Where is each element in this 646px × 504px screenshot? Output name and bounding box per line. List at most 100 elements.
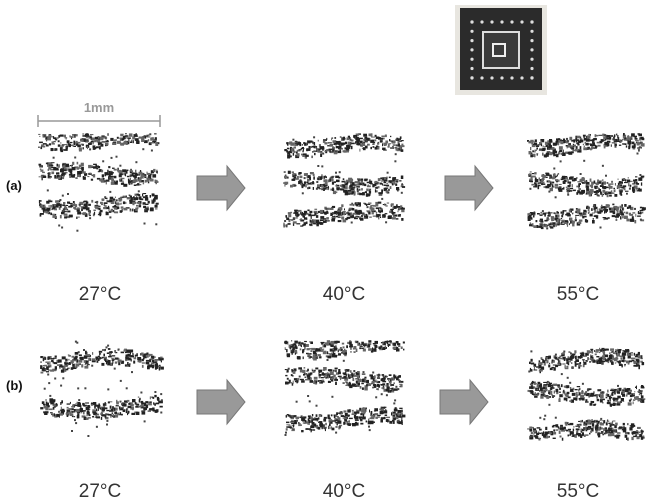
speckle (341, 137, 342, 140)
speckle (393, 402, 395, 404)
speckle (349, 418, 353, 419)
speckle (613, 421, 616, 422)
chip-pad (470, 67, 473, 70)
speckle (608, 184, 610, 187)
speckle (317, 184, 320, 187)
speckle (42, 172, 45, 173)
speckle (47, 363, 49, 364)
speckle (340, 185, 343, 187)
speckle (590, 214, 593, 217)
speckle (99, 358, 102, 359)
speckle (600, 418, 602, 420)
speckle (552, 396, 554, 398)
speckle (371, 205, 375, 207)
speckle (375, 417, 378, 419)
speckle (152, 397, 154, 399)
speckle (563, 428, 564, 430)
speckle (143, 140, 145, 142)
speckle (388, 390, 390, 393)
speckle (390, 141, 393, 142)
speckle (347, 342, 349, 344)
speckle (365, 146, 368, 149)
speckle (566, 430, 568, 432)
speckle (362, 387, 364, 390)
speckle (320, 210, 323, 213)
speckle (340, 207, 343, 210)
speckle (323, 179, 327, 182)
speckle (355, 209, 358, 210)
speckle (339, 188, 342, 190)
speckle (386, 417, 390, 418)
speckle (321, 342, 325, 343)
speckle (115, 201, 116, 204)
speckle (607, 182, 609, 184)
speckle (131, 413, 135, 415)
speckle (362, 374, 366, 375)
speckle (98, 408, 99, 411)
speckle (286, 225, 288, 227)
speckle (353, 346, 356, 349)
speckle (352, 423, 356, 426)
speckle (558, 142, 560, 145)
speckle (579, 398, 583, 400)
speckle (150, 142, 154, 144)
speckle (569, 223, 570, 225)
speckle (616, 219, 618, 221)
speckle (542, 222, 543, 223)
speckle (141, 353, 144, 356)
speckle (587, 207, 589, 209)
speckle (626, 212, 629, 215)
speckle (627, 392, 628, 395)
speckle (582, 432, 584, 436)
speckle (563, 211, 564, 213)
speckle (344, 422, 345, 424)
speckle (57, 137, 58, 139)
speckle (561, 222, 563, 224)
speckle (401, 218, 403, 221)
speckle (568, 424, 570, 425)
speckle (128, 406, 132, 408)
speckle (587, 389, 589, 391)
speckle (117, 141, 121, 144)
speckle (634, 397, 636, 399)
speckle (592, 423, 594, 426)
speckle (142, 365, 144, 368)
speckle (583, 364, 585, 367)
speckle (330, 372, 334, 375)
speckle (105, 141, 109, 143)
speckle (340, 150, 342, 151)
speckle (570, 391, 574, 392)
speckle (592, 351, 594, 354)
speckle (593, 142, 595, 145)
speckle (116, 401, 119, 404)
speckle (332, 212, 334, 214)
speckle (292, 139, 294, 141)
speckle (285, 375, 287, 376)
speckle (571, 362, 572, 364)
speckle (605, 211, 607, 213)
speckle (349, 340, 351, 341)
speckle (596, 183, 599, 185)
chip-pad (480, 20, 483, 23)
speckle (594, 148, 597, 149)
speckle (640, 219, 642, 221)
speckle (619, 139, 621, 141)
speckle (354, 185, 355, 188)
speckle (135, 161, 137, 163)
speckle (616, 141, 620, 142)
speckle (555, 357, 558, 360)
speckle (96, 203, 98, 205)
speckle (136, 205, 138, 207)
speckle (313, 370, 315, 373)
speckle (343, 382, 345, 383)
speckle (38, 134, 40, 135)
speckle (295, 381, 296, 383)
speckle (603, 217, 606, 218)
chip-pad (470, 39, 473, 42)
speckle (327, 359, 329, 361)
speckle (402, 415, 406, 418)
speckle (549, 176, 550, 179)
speckle (146, 404, 149, 405)
speckle (117, 137, 119, 139)
speckle (73, 416, 75, 417)
